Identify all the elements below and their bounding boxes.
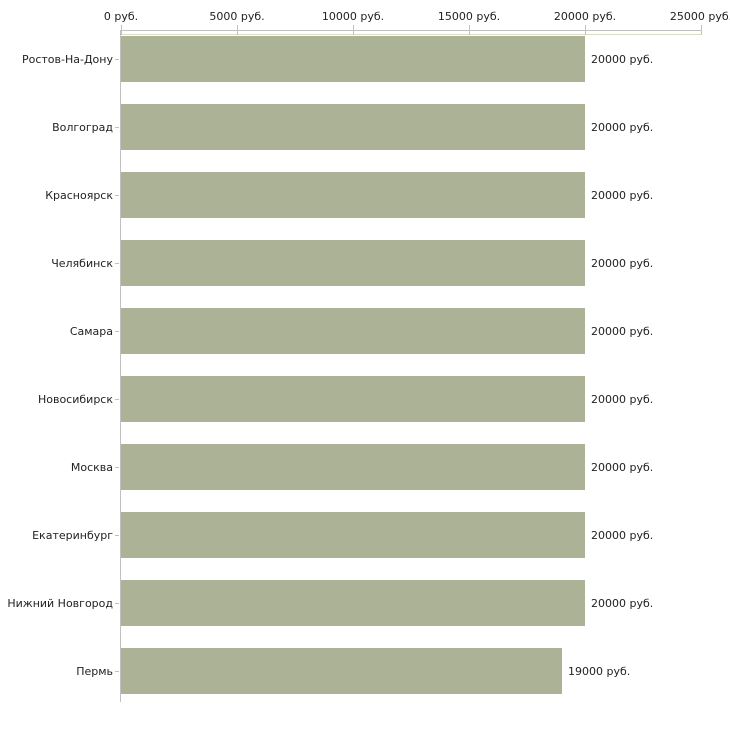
category-label: Ростов-На-Дону [21, 52, 113, 66]
category-tick-mark [115, 467, 119, 468]
value-label: 19000 руб. [568, 664, 631, 678]
value-label: 20000 руб. [591, 52, 654, 66]
category-tick-mark [115, 195, 119, 196]
bar [121, 308, 585, 354]
value-label: 20000 руб. [591, 528, 654, 542]
x-axis-line [120, 30, 702, 31]
x-tick-mark [237, 25, 238, 35]
category-label: Красноярск [45, 188, 113, 202]
x-tick-mark [701, 25, 702, 35]
category-tick-mark [115, 671, 119, 672]
category-tick-mark [115, 263, 119, 264]
category-label: Нижний Новгород [7, 596, 113, 610]
value-label: 20000 руб. [591, 392, 654, 406]
value-label: 20000 руб. [591, 324, 654, 338]
bar [121, 240, 585, 286]
bar [121, 648, 562, 694]
bar [121, 172, 585, 218]
x-tick-label: 15000 руб. [437, 10, 501, 23]
category-label: Волгоград [52, 120, 113, 134]
bar [121, 580, 585, 626]
x-tick-label: 0 руб. [103, 10, 139, 23]
category-label: Екатеринбург [32, 528, 113, 542]
x-axis-subline [120, 34, 702, 35]
x-tick-mark [353, 25, 354, 35]
category-tick-mark [115, 535, 119, 536]
x-tick-mark [469, 25, 470, 35]
x-tick-label: 25000 руб. [669, 10, 730, 23]
bar [121, 444, 585, 490]
x-tick-label: 5000 руб. [209, 10, 265, 23]
y-axis-line [120, 30, 121, 702]
bar [121, 376, 585, 422]
category-tick-mark [115, 331, 119, 332]
category-label: Новосибирск [37, 392, 113, 406]
value-label: 20000 руб. [591, 188, 654, 202]
bar [121, 36, 585, 82]
value-label: 20000 руб. [591, 256, 654, 270]
bar [121, 104, 585, 150]
category-label: Челябинск [51, 256, 113, 270]
x-tick-mark [585, 25, 586, 35]
x-tick-label: 20000 руб. [553, 10, 617, 23]
value-label: 20000 руб. [591, 596, 654, 610]
value-label: 20000 руб. [591, 120, 654, 134]
category-label: Пермь [76, 664, 113, 678]
category-tick-mark [115, 127, 119, 128]
value-label: 20000 руб. [591, 460, 654, 474]
x-tick-mark [121, 25, 122, 35]
category-label: Москва [70, 460, 113, 474]
bar [121, 512, 585, 558]
category-label: Самара [69, 324, 113, 338]
category-tick-mark [115, 399, 119, 400]
category-tick-mark [115, 603, 119, 604]
x-tick-label: 10000 руб. [321, 10, 385, 23]
category-tick-mark [115, 59, 119, 60]
